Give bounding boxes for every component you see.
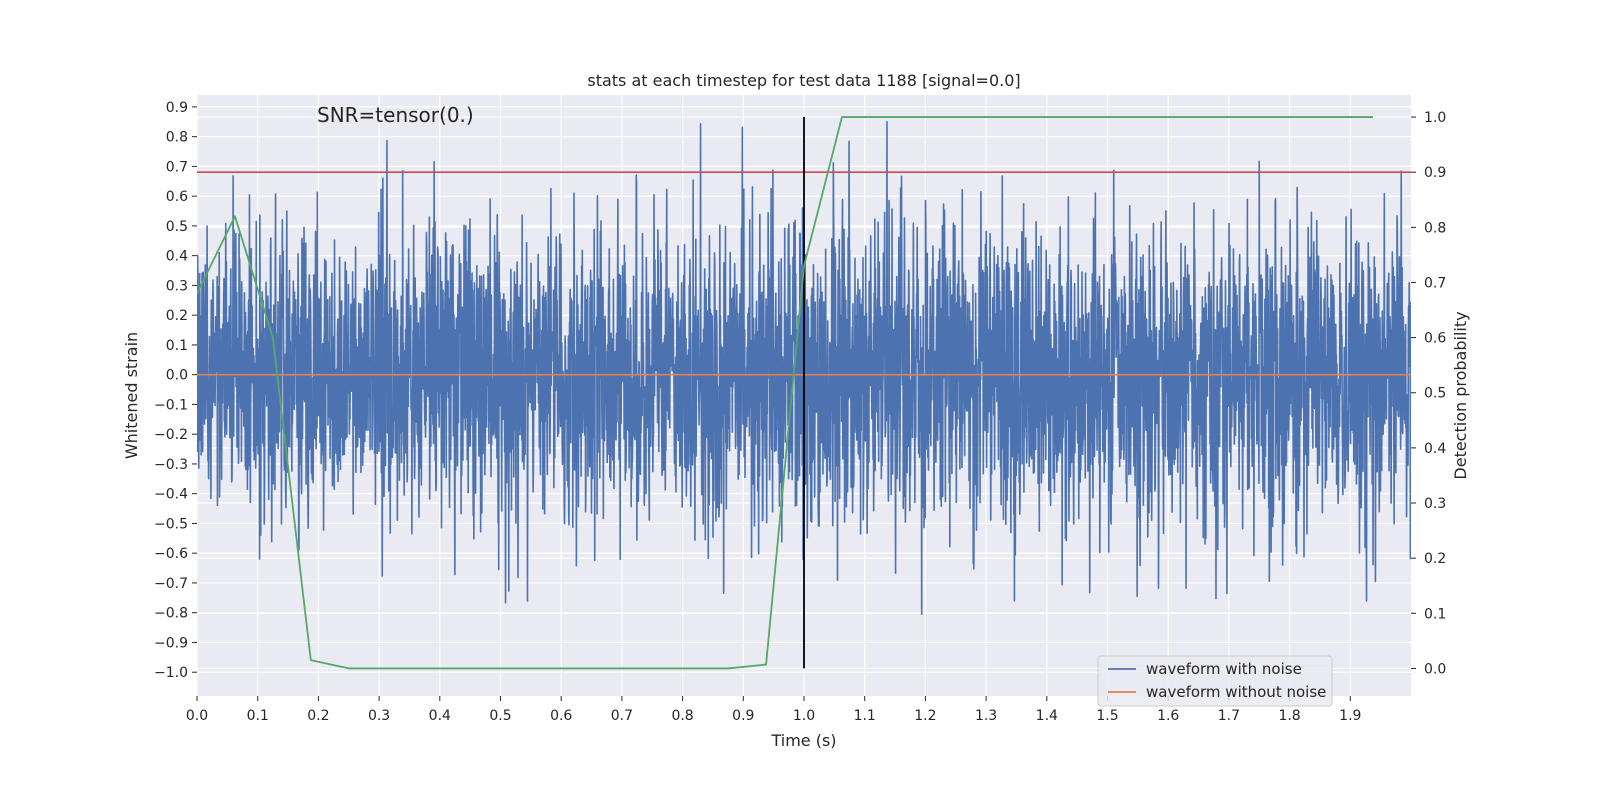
y-tick-label: 0.3 xyxy=(166,278,188,294)
y-tick-label: −0.6 xyxy=(154,546,188,562)
right-axis-ticks: 1.0 0.9 0.8 0.7 0.6 0.5 0.4 0.3 0.2 0.1 0.0 xyxy=(1411,110,1446,677)
y-tick-label: −0.2 xyxy=(154,427,188,443)
legend-label-clean: waveform without noise xyxy=(1146,683,1326,701)
x-tick-label: 0.8 xyxy=(671,708,693,724)
right-tick-label: 0.9 xyxy=(1424,165,1446,181)
left-axis-label: Whitened strain xyxy=(122,332,141,459)
right-tick-label: 0.2 xyxy=(1424,551,1446,567)
x-tick-label: 0.5 xyxy=(489,708,511,724)
series-layer xyxy=(197,116,1411,670)
y-tick-label: −0.3 xyxy=(154,457,188,473)
right-tick-label: 0.6 xyxy=(1424,331,1446,347)
chart-title: stats at each timestep for test data 118… xyxy=(587,71,1020,90)
x-tick-label: 0.4 xyxy=(429,708,451,724)
y-tick-label: −1.0 xyxy=(154,665,188,681)
x-tick-label: 0.6 xyxy=(550,708,572,724)
y-tick-label: −0.4 xyxy=(154,487,188,503)
left-axis-ticks: 0.9 0.8 0.7 0.6 0.5 0.4 0.3 0.2 0.1 0.0 −0.1 −0.2 −0… xyxy=(154,100,197,681)
y-tick-label: 0.0 xyxy=(166,368,188,384)
snr-annotation: SNR=tensor(0.) xyxy=(317,103,474,127)
x-tick-label: 0.3 xyxy=(368,708,390,724)
y-tick-label: 0.6 xyxy=(166,189,188,205)
y-tick-label: −0.1 xyxy=(154,397,188,413)
x-tick-label: 1.1 xyxy=(854,708,876,724)
x-tick-label: 0.9 xyxy=(732,708,754,724)
x-tick-label: 0.1 xyxy=(247,708,269,724)
y-tick-label: −0.5 xyxy=(154,516,188,532)
right-tick-label: 0.3 xyxy=(1424,496,1446,512)
right-axis-label: Detection probability xyxy=(1451,311,1470,479)
x-axis-label: Time (s) xyxy=(770,731,836,750)
right-tick-label: 0.1 xyxy=(1424,606,1446,622)
x-tick-label: 1.8 xyxy=(1278,708,1300,724)
y-tick-label: 0.8 xyxy=(166,130,188,146)
x-tick-label: 0.7 xyxy=(611,708,633,724)
legend: waveform with noise waveform without noi… xyxy=(1097,655,1333,707)
right-tick-label: 0.0 xyxy=(1424,661,1446,677)
legend-box xyxy=(1097,655,1333,707)
right-tick-label: 0.8 xyxy=(1424,220,1446,236)
x-tick-label: 1.0 xyxy=(793,708,815,724)
right-tick-label: 0.4 xyxy=(1424,441,1446,457)
y-tick-label: −0.9 xyxy=(154,635,188,651)
x-tick-label: 0.2 xyxy=(307,708,329,724)
legend-label-noisy: waveform with noise xyxy=(1146,660,1302,678)
x-tick-label: 1.6 xyxy=(1157,708,1179,724)
y-tick-label: −0.7 xyxy=(154,576,188,592)
y-tick-label: 0.2 xyxy=(166,308,188,324)
y-tick-label: 0.1 xyxy=(166,338,188,354)
right-tick-label: 0.7 xyxy=(1424,275,1446,291)
x-tick-label: 1.9 xyxy=(1339,708,1361,724)
x-tick-label: 1.5 xyxy=(1096,708,1118,724)
x-axis-ticks: 0.0 0.1 0.2 0.3 0.4 0.5 0.6 0.7 0.8 0.9 1.0 1.1 1.2 1… xyxy=(186,696,1361,724)
y-tick-label: 0.7 xyxy=(166,159,188,175)
x-tick-label: 1.4 xyxy=(1036,708,1058,724)
x-tick-label: 1.7 xyxy=(1218,708,1240,724)
y-tick-label: 0.5 xyxy=(166,219,188,235)
x-tick-label: 1.2 xyxy=(914,708,936,724)
x-tick-label: 1.3 xyxy=(975,708,997,724)
x-tick-label: 0.0 xyxy=(186,708,208,724)
right-tick-label: 0.5 xyxy=(1424,386,1446,402)
y-tick-label: 0.4 xyxy=(166,249,188,265)
y-tick-label: −0.8 xyxy=(154,606,188,622)
y-tick-label: 0.9 xyxy=(166,100,188,116)
right-tick-label: 1.0 xyxy=(1424,110,1446,126)
